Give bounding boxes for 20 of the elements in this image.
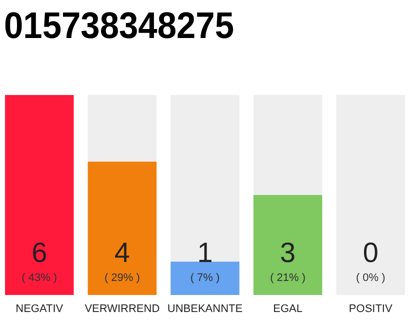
data-label: 1 [197,237,213,268]
x-tick-label: UNBEKANNTE [167,303,243,315]
bar [170,262,240,295]
x-tick-label: POSITIV [348,303,393,315]
bar [5,95,74,295]
x-tick-label: NEGATIV [16,303,64,315]
annotation: ( 21% ) [270,272,306,284]
bar [253,195,322,295]
bar [88,162,157,295]
annotation: ( 0% ) [356,272,386,284]
data-label: 4 [114,237,130,268]
data-label: 6 [32,237,48,268]
annotation: ( 29% ) [104,272,140,284]
chart-title: 015738348275 [4,5,251,46]
annotation: ( 7% ) [190,272,220,284]
data-label: 3 [280,237,296,268]
data-label: 0 [362,237,378,268]
x-tick-label: EGAL [273,303,302,315]
x-tick-label: VERWIRREND [84,303,160,315]
annotation: ( 43% ) [22,272,58,284]
